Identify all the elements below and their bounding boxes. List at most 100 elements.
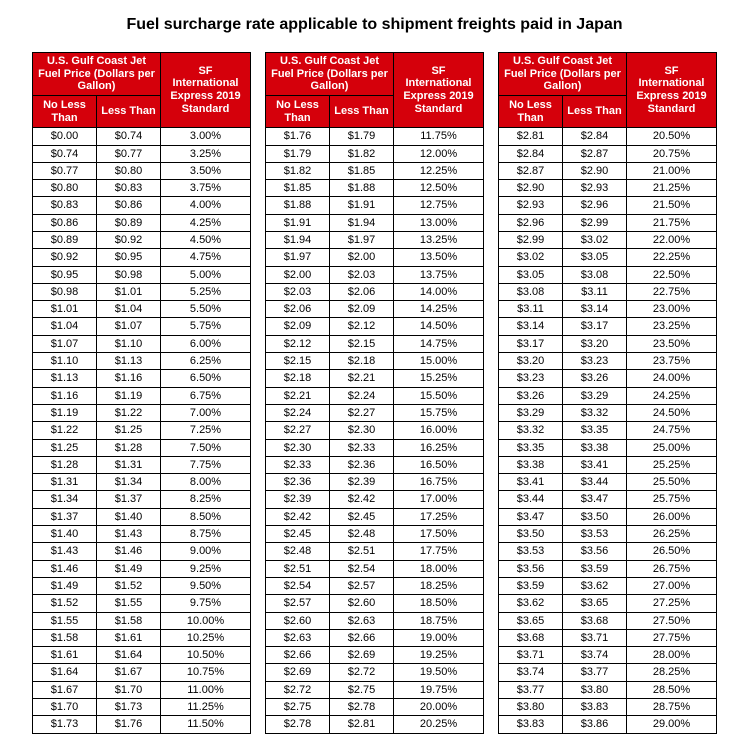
cell-less: $3.29 (563, 387, 627, 404)
table-row: $1.34$1.378.25% (33, 491, 251, 508)
cell-less: $3.50 (563, 508, 627, 525)
cell-less: $2.63 (330, 612, 394, 629)
cell-rate: 26.75% (627, 560, 717, 577)
cell-rate: 7.50% (161, 439, 251, 456)
table-row: $2.30$2.3316.25% (266, 439, 484, 456)
table-row: $2.63$2.6619.00% (266, 629, 484, 646)
table-row: $3.74$3.7728.25% (499, 664, 717, 681)
cell-less: $1.16 (97, 370, 161, 387)
cell-less: $3.77 (563, 664, 627, 681)
table-row: $2.24$2.2715.75% (266, 404, 484, 421)
cell-no-less: $1.16 (33, 387, 97, 404)
cell-no-less: $1.88 (266, 197, 330, 214)
table-row: $2.06$2.0914.25% (266, 301, 484, 318)
table-row: $1.82$1.8512.25% (266, 162, 484, 179)
cell-rate: 9.75% (161, 595, 251, 612)
cell-no-less: $2.39 (266, 491, 330, 508)
cell-less: $2.90 (563, 162, 627, 179)
cell-rate: 4.75% (161, 249, 251, 266)
cell-less: $3.80 (563, 681, 627, 698)
cell-rate: 10.75% (161, 664, 251, 681)
cell-no-less: $1.25 (33, 439, 97, 456)
cell-less: $1.40 (97, 508, 161, 525)
cell-rate: 25.75% (627, 491, 717, 508)
table-row: $2.48$2.5117.75% (266, 543, 484, 560)
cell-no-less: $0.74 (33, 145, 97, 162)
table-row: $1.94$1.9713.25% (266, 231, 484, 248)
cell-rate: 15.75% (394, 404, 484, 421)
cell-no-less: $2.45 (266, 526, 330, 543)
cell-no-less: $2.15 (266, 353, 330, 370)
cell-rate: 6.25% (161, 353, 251, 370)
cell-no-less: $3.77 (499, 681, 563, 698)
cell-less: $3.47 (563, 491, 627, 508)
table-row: $1.22$1.257.25% (33, 422, 251, 439)
cell-no-less: $0.80 (33, 180, 97, 197)
table-row: $1.07$1.106.00% (33, 335, 251, 352)
cell-less: $2.66 (330, 629, 394, 646)
table-row: $2.66$2.6919.25% (266, 647, 484, 664)
header-less-than: Less Than (97, 95, 161, 127)
cell-less: $2.75 (330, 681, 394, 698)
cell-no-less: $1.52 (33, 595, 97, 612)
cell-less: $2.45 (330, 508, 394, 525)
table-row: $3.11$3.1423.00% (499, 301, 717, 318)
table-row: $1.13$1.166.50% (33, 370, 251, 387)
cell-no-less: $3.44 (499, 491, 563, 508)
table-row: $2.09$2.1214.50% (266, 318, 484, 335)
cell-less: $2.72 (330, 664, 394, 681)
cell-less: $1.88 (330, 180, 394, 197)
cell-rate: 16.00% (394, 422, 484, 439)
table-row: $0.95$0.985.00% (33, 266, 251, 283)
cell-no-less: $1.70 (33, 699, 97, 716)
cell-no-less: $2.27 (266, 422, 330, 439)
cell-no-less: $0.92 (33, 249, 97, 266)
cell-less: $1.28 (97, 439, 161, 456)
table-row: $1.97$2.0013.50% (266, 249, 484, 266)
cell-less: $2.84 (563, 128, 627, 145)
cell-rate: 22.00% (627, 231, 717, 248)
cell-rate: 26.25% (627, 526, 717, 543)
table-row: $3.14$3.1723.25% (499, 318, 717, 335)
cell-less: $3.65 (563, 595, 627, 612)
table-row: $2.72$2.7519.75% (266, 681, 484, 698)
cell-less: $2.99 (563, 214, 627, 231)
cell-rate: 5.50% (161, 301, 251, 318)
table-row: $3.38$3.4125.25% (499, 456, 717, 473)
cell-rate: 12.00% (394, 145, 484, 162)
table-row: $2.21$2.2415.50% (266, 387, 484, 404)
cell-rate: 19.00% (394, 629, 484, 646)
cell-less: $0.95 (97, 249, 161, 266)
header-fuel-price: U.S. Gulf Coast Jet Fuel Price (Dollars … (266, 53, 394, 96)
cell-less: $1.91 (330, 197, 394, 214)
cell-rate: 12.75% (394, 197, 484, 214)
cell-less: $2.24 (330, 387, 394, 404)
table-row: $0.92$0.954.75% (33, 249, 251, 266)
cell-less: $1.43 (97, 526, 161, 543)
cell-rate: 6.75% (161, 387, 251, 404)
cell-no-less: $3.53 (499, 543, 563, 560)
cell-no-less: $2.60 (266, 612, 330, 629)
cell-less: $3.14 (563, 301, 627, 318)
cell-less: $3.32 (563, 404, 627, 421)
cell-no-less: $1.58 (33, 629, 97, 646)
cell-less: $2.03 (330, 266, 394, 283)
cell-no-less: $2.63 (266, 629, 330, 646)
cell-no-less: $1.31 (33, 474, 97, 491)
cell-no-less: $1.22 (33, 422, 97, 439)
table-row: $3.02$3.0522.25% (499, 249, 717, 266)
table-row: $3.29$3.3224.50% (499, 404, 717, 421)
cell-rate: 13.75% (394, 266, 484, 283)
table-row: $3.05$3.0822.50% (499, 266, 717, 283)
cell-rate: 20.25% (394, 716, 484, 733)
cell-less: $1.07 (97, 318, 161, 335)
table-row: $1.70$1.7311.25% (33, 699, 251, 716)
table-row: $2.03$2.0614.00% (266, 283, 484, 300)
cell-no-less: $2.66 (266, 647, 330, 664)
header-standard: SF International Express 2019 Standard (394, 53, 484, 128)
table-row: $2.87$2.9021.00% (499, 162, 717, 179)
cell-rate: 13.50% (394, 249, 484, 266)
cell-no-less: $2.51 (266, 560, 330, 577)
table-row: $2.27$2.3016.00% (266, 422, 484, 439)
cell-rate: 5.25% (161, 283, 251, 300)
